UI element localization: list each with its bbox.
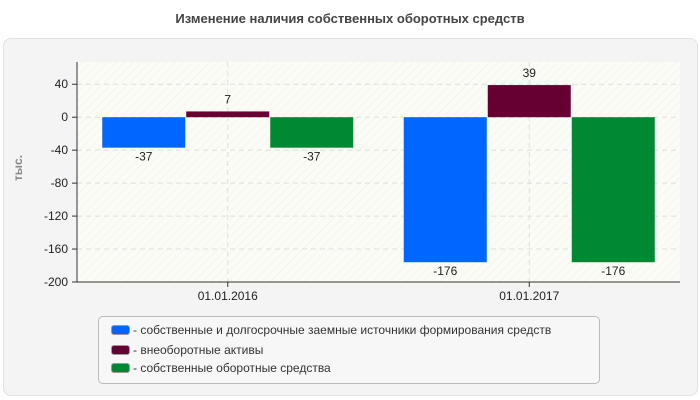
legend-swatch (111, 345, 130, 355)
y-tick-label: -40 (51, 143, 69, 157)
data-label: -176 (601, 264, 625, 278)
legend-label: - внеоборотные активы (133, 343, 264, 357)
bar (102, 117, 186, 148)
legend-swatch (111, 325, 130, 335)
y-tick-label: 0 (61, 110, 68, 124)
data-label: 39 (523, 66, 537, 80)
legend: - собственные и долгосрочные заемные ист… (98, 316, 600, 384)
y-tick-label: -120 (44, 209, 68, 223)
bar (403, 117, 487, 263)
y-tick-label: 40 (55, 77, 69, 91)
y-tick-label: -200 (44, 275, 68, 289)
bar (270, 117, 354, 148)
legend-item: - собственные и долгосрочные заемные ист… (111, 323, 551, 337)
legend-item: - собственные оборотные средства (111, 361, 331, 375)
bar (571, 117, 655, 263)
y-tick-label: -160 (44, 242, 68, 256)
legend-label: - собственные и долгосрочные заемные ист… (133, 323, 552, 337)
data-label: -37 (303, 150, 321, 164)
x-tick-label: 01.01.2016 (198, 289, 258, 303)
bar (487, 85, 571, 118)
bar (186, 111, 270, 118)
y-tick-label: -80 (51, 176, 69, 190)
y-axis-label: тыс. (11, 155, 25, 181)
chart-title: Изменение наличия собственных оборотных … (175, 11, 525, 26)
data-label: -176 (433, 264, 457, 278)
legend-label: - собственные оборотные средства (133, 361, 331, 375)
legend-swatch (111, 363, 130, 373)
data-label: 7 (224, 92, 231, 106)
legend-item: - внеоборотные активы (111, 343, 263, 357)
x-tick-label: 01.01.2017 (499, 289, 559, 303)
data-label: -37 (135, 150, 153, 164)
